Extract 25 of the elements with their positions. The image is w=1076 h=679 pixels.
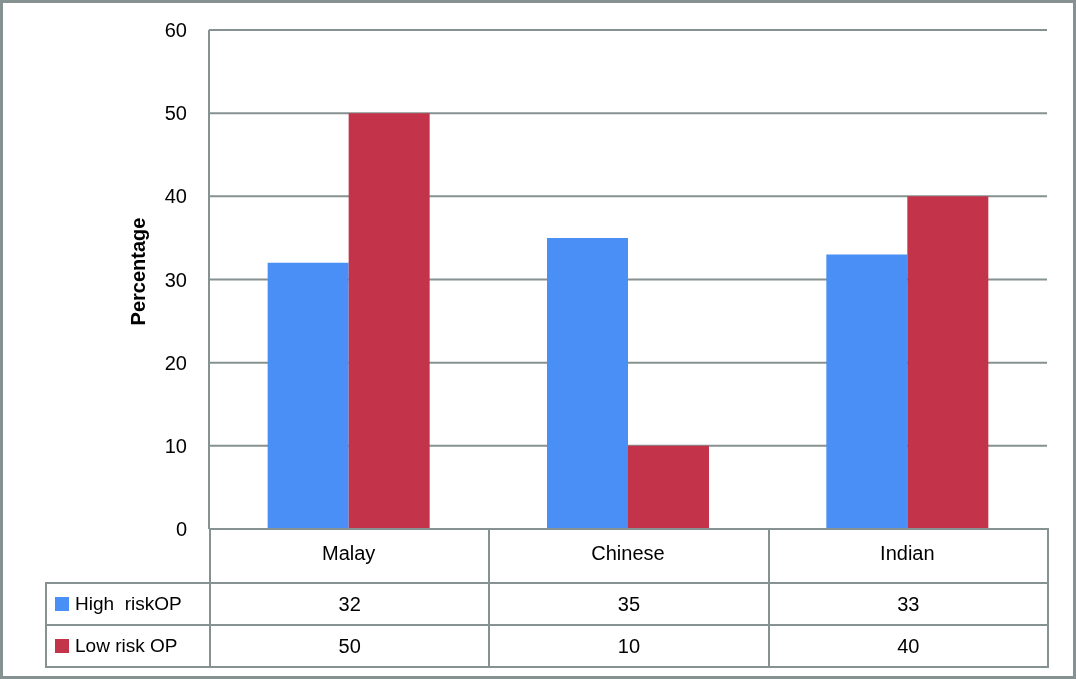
y-tick-label: 60 <box>164 19 187 42</box>
data-label: 40 <box>768 625 1048 667</box>
y-axis-title: Percentage <box>127 217 149 326</box>
x-tick-label: Malay <box>321 542 376 565</box>
bar <box>826 254 908 529</box>
y-tick-label: 50 <box>164 102 187 125</box>
bar <box>348 113 430 529</box>
bar <box>907 196 989 529</box>
data-label: 35 <box>489 583 769 625</box>
y-tick-label: 20 <box>164 351 187 374</box>
data-label: 32 <box>210 583 490 625</box>
y-tick-label: 10 <box>164 434 187 457</box>
data-label: 10 <box>489 625 769 667</box>
bar <box>546 237 628 529</box>
bar <box>267 262 349 529</box>
legend-label: Low risk OP <box>75 634 178 657</box>
data-label: 50 <box>210 625 490 667</box>
y-tick-label: 0 <box>175 518 187 541</box>
x-tick-label: Indian <box>880 542 935 565</box>
y-tick-label: 40 <box>164 185 187 208</box>
x-tick-label: Chinese <box>591 542 665 565</box>
y-tick-label: 30 <box>164 268 187 291</box>
bar <box>627 445 709 529</box>
data-label: 33 <box>768 583 1048 625</box>
legend-label: High riskOP <box>75 592 182 615</box>
